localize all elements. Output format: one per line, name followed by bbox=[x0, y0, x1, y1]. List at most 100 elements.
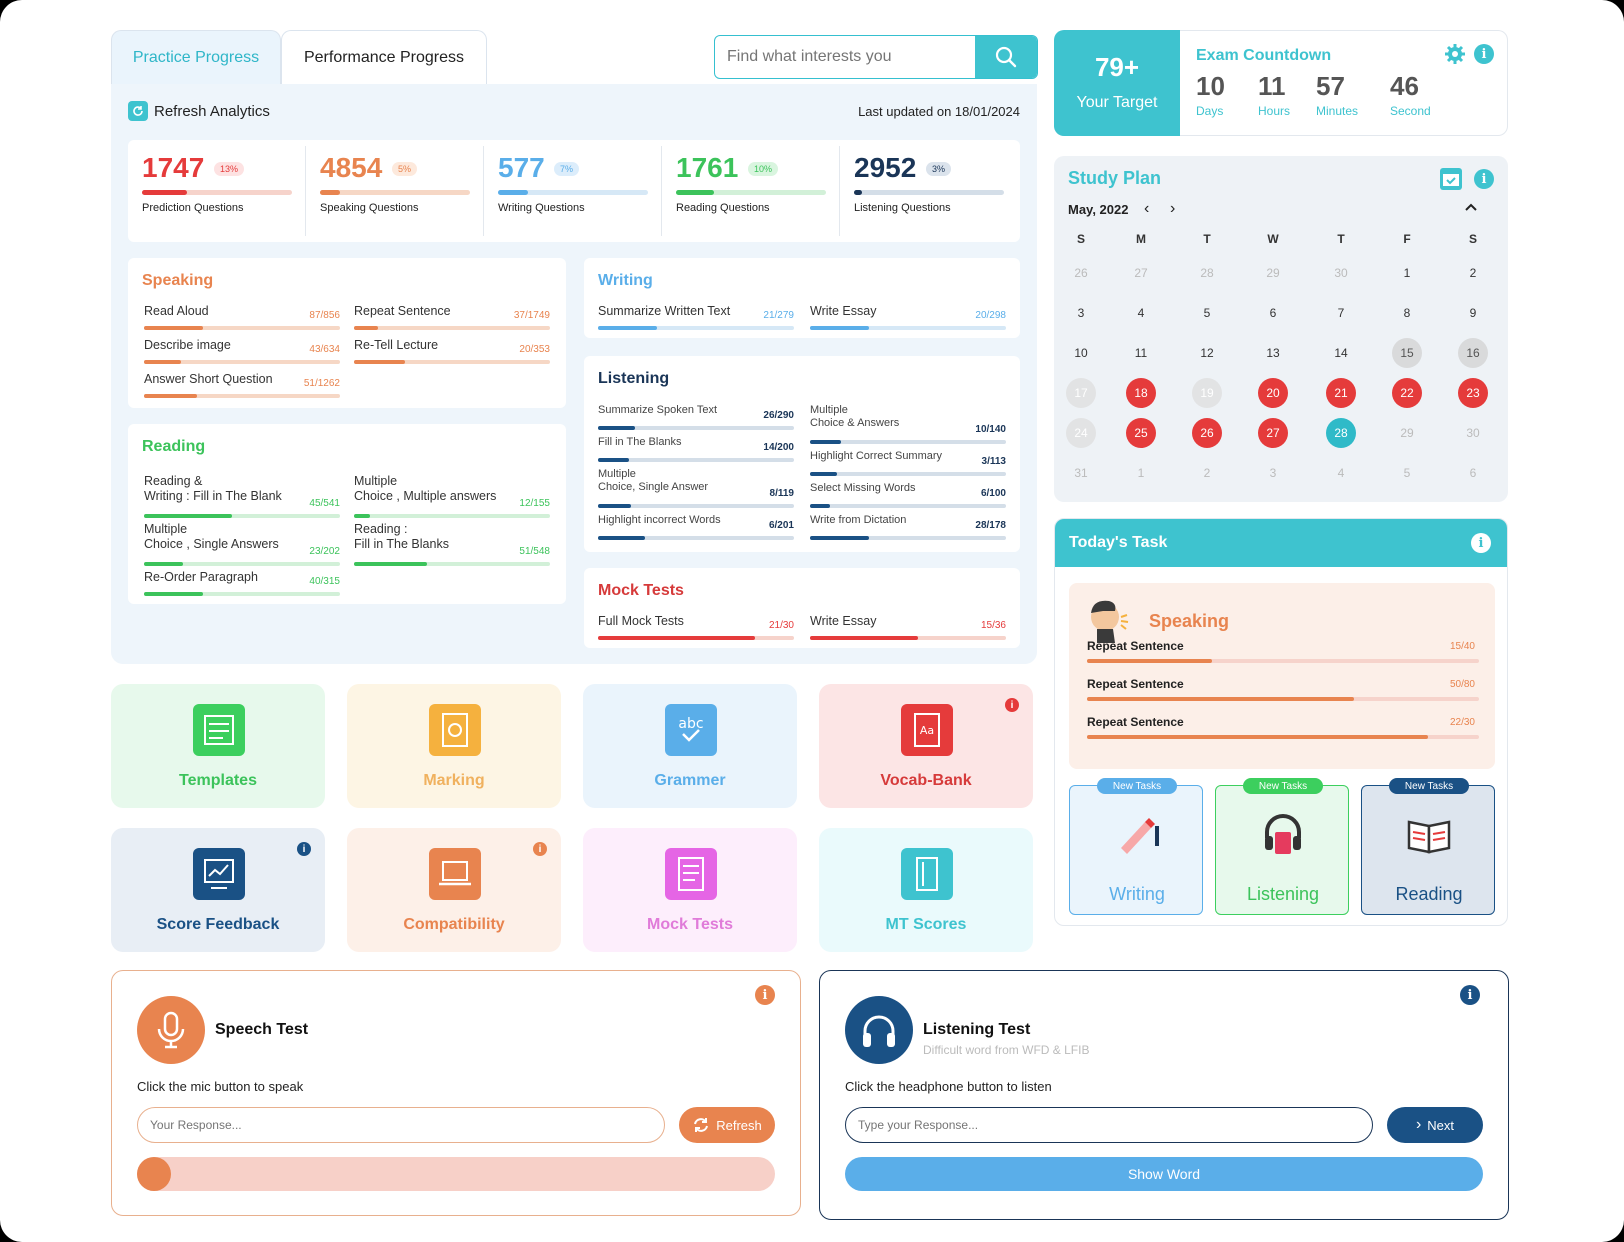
tile-grammer[interactable]: abc Grammer bbox=[583, 684, 797, 808]
progress-item[interactable]: Highlight incorrect Words 6/201 bbox=[598, 514, 794, 540]
calendar-day[interactable]: 9 bbox=[1469, 306, 1477, 320]
calendar-day[interactable]: 29 bbox=[1266, 266, 1280, 280]
calendar-day[interactable]: 6 bbox=[1269, 306, 1277, 320]
calendar-day[interactable]: 26 bbox=[1192, 418, 1222, 448]
calendar-day[interactable]: 2 bbox=[1203, 466, 1211, 480]
speech-test-info-icon[interactable]: i bbox=[755, 985, 775, 1005]
calendar-day[interactable]: 21 bbox=[1326, 378, 1356, 408]
progress-item[interactable]: Highlight Correct Summary 3/113 bbox=[810, 450, 1006, 476]
progress-item[interactable]: Read Aloud 87/856 bbox=[144, 304, 340, 330]
listening-test-info-icon[interactable]: i bbox=[1460, 985, 1480, 1005]
tile-compatibility[interactable]: Compatibility i bbox=[347, 828, 561, 952]
calendar-day[interactable]: 12 bbox=[1200, 346, 1214, 360]
calendar-day[interactable]: 15 bbox=[1392, 338, 1422, 368]
calendar-day[interactable]: 17 bbox=[1066, 378, 1096, 408]
speech-progress-fill[interactable] bbox=[137, 1157, 171, 1191]
calendar-day[interactable]: 20 bbox=[1258, 378, 1288, 408]
calendar-day[interactable]: 5 bbox=[1203, 306, 1211, 320]
tile-score-feedback[interactable]: Score Feedback i bbox=[111, 828, 325, 952]
tab-practice-progress[interactable]: Practice Progress bbox=[111, 30, 281, 84]
tab-performance-progress[interactable]: Performance Progress bbox=[281, 30, 487, 84]
speech-response-input[interactable] bbox=[137, 1107, 665, 1143]
new-task-listening[interactable]: New Tasks Listening bbox=[1215, 778, 1349, 915]
next-button[interactable]: › Next bbox=[1387, 1107, 1483, 1143]
prev-month-icon[interactable]: ‹ bbox=[1144, 200, 1150, 217]
study-plan-info-icon[interactable]: i bbox=[1474, 169, 1494, 189]
calendar-day[interactable]: 4 bbox=[1137, 306, 1145, 320]
progress-item[interactable]: Summarize Written Text 21/279 bbox=[598, 304, 794, 330]
todays-task-info-icon[interactable]: i bbox=[1471, 533, 1491, 553]
mic-button[interactable] bbox=[137, 996, 205, 1064]
calendar-day[interactable]: 3 bbox=[1077, 306, 1085, 320]
progress-item[interactable]: Multiple Choice , Multiple answers 12/155 bbox=[354, 474, 550, 518]
progress-item[interactable]: Select Missing Words 6/100 bbox=[810, 482, 1006, 508]
calendar-day[interactable]: 28 bbox=[1326, 418, 1356, 448]
show-word-button[interactable]: Show Word bbox=[845, 1157, 1483, 1191]
refresh-analytics-label[interactable]: Refresh Analytics bbox=[154, 103, 270, 120]
search-button[interactable] bbox=[975, 36, 1037, 78]
calendar-day[interactable]: 7 bbox=[1337, 306, 1345, 320]
calendar-day[interactable]: 22 bbox=[1392, 378, 1422, 408]
calendar-day[interactable]: 2 bbox=[1469, 266, 1477, 280]
tile-vocab-bank[interactable]: Aa Vocab-Bank i bbox=[819, 684, 1033, 808]
calendar-day[interactable]: 27 bbox=[1134, 266, 1148, 280]
progress-item[interactable]: Reading & Writing : Fill in The Blank 45/5… bbox=[144, 474, 340, 518]
calendar-day[interactable]: 23 bbox=[1458, 378, 1488, 408]
info-icon[interactable]: i bbox=[533, 842, 547, 856]
listen-response-input[interactable] bbox=[845, 1107, 1373, 1143]
progress-item[interactable]: Re-Tell Lecture 20/353 bbox=[354, 338, 550, 364]
calendar-day[interactable]: 29 bbox=[1400, 426, 1414, 440]
progress-item[interactable]: Answer Short Question 51/1262 bbox=[144, 372, 340, 398]
calendar-day[interactable]: 11 bbox=[1134, 346, 1148, 360]
calendar-day[interactable]: 18 bbox=[1126, 378, 1156, 408]
calendar-day[interactable]: 25 bbox=[1126, 418, 1156, 448]
calendar-day[interactable]: 16 bbox=[1458, 338, 1488, 368]
calendar-day[interactable]: 1 bbox=[1403, 266, 1411, 280]
calendar-day[interactable]: 13 bbox=[1266, 346, 1280, 360]
calendar-day[interactable]: 19 bbox=[1192, 378, 1222, 408]
search-input[interactable] bbox=[715, 36, 977, 78]
calendar-day[interactable]: 28 bbox=[1200, 266, 1214, 280]
calendar-day[interactable]: 8 bbox=[1403, 306, 1411, 320]
progress-item[interactable]: Write Essay 15/36 bbox=[810, 614, 1006, 640]
calendar-icon[interactable] bbox=[1440, 168, 1462, 190]
new-task-writing[interactable]: New Tasks Writing bbox=[1069, 778, 1203, 915]
info-icon[interactable]: i bbox=[1005, 698, 1019, 712]
next-month-icon[interactable]: › bbox=[1170, 200, 1176, 217]
progress-item[interactable]: Multiple Choice , Single Answers 23/202 bbox=[144, 522, 340, 566]
calendar-day[interactable]: 24 bbox=[1066, 418, 1096, 448]
calendar-day[interactable]: 4 bbox=[1337, 466, 1345, 480]
headphone-button[interactable] bbox=[845, 996, 913, 1064]
calendar-day[interactable]: 10 bbox=[1074, 346, 1088, 360]
progress-item[interactable]: Repeat Sentence 37/1749 bbox=[354, 304, 550, 330]
progress-item[interactable]: Reading : Fill in The Blanks 51/548 bbox=[354, 522, 550, 566]
calendar-day[interactable]: 27 bbox=[1258, 418, 1288, 448]
calendar-day[interactable]: 1 bbox=[1137, 466, 1145, 480]
countdown-info-icon[interactable]: i bbox=[1474, 44, 1494, 64]
calendar-day[interactable]: 6 bbox=[1469, 466, 1477, 480]
collapse-icon[interactable] bbox=[1464, 200, 1478, 214]
tile-templates[interactable]: Templates bbox=[111, 684, 325, 808]
progress-item[interactable]: Multiple Choice & Answers 10/140 bbox=[810, 404, 1006, 444]
calendar-day[interactable]: 14 bbox=[1334, 346, 1348, 360]
progress-item[interactable]: Re-Order Paragraph 40/315 bbox=[144, 570, 340, 596]
refresh-analytics-icon[interactable] bbox=[128, 101, 148, 121]
tile-marking[interactable]: Marking bbox=[347, 684, 561, 808]
calendar-day[interactable]: 30 bbox=[1466, 426, 1480, 440]
progress-item[interactable]: Full Mock Tests 21/30 bbox=[598, 614, 794, 640]
tile-mock-tests[interactable]: Mock Tests bbox=[583, 828, 797, 952]
calendar-day[interactable]: 31 bbox=[1074, 466, 1088, 480]
calendar-day[interactable]: 5 bbox=[1403, 466, 1411, 480]
calendar-day[interactable]: 30 bbox=[1334, 266, 1348, 280]
settings-icon[interactable] bbox=[1444, 43, 1466, 65]
progress-item[interactable]: Write from Dictation 28/178 bbox=[810, 514, 1006, 540]
progress-item[interactable]: Multiple Choice, Single Answer 8/119 bbox=[598, 468, 794, 508]
calendar-day[interactable]: 3 bbox=[1269, 466, 1277, 480]
progress-item[interactable]: Describe image 43/634 bbox=[144, 338, 340, 364]
info-icon[interactable]: i bbox=[297, 842, 311, 856]
new-task-reading[interactable]: New Tasks Reading bbox=[1361, 778, 1495, 915]
progress-item[interactable]: Fill in The Blanks 14/200 bbox=[598, 436, 794, 462]
calendar-day[interactable]: 26 bbox=[1074, 266, 1088, 280]
refresh-button[interactable]: Refresh bbox=[679, 1107, 775, 1143]
progress-item[interactable]: Summarize Spoken Text 26/290 bbox=[598, 404, 794, 430]
